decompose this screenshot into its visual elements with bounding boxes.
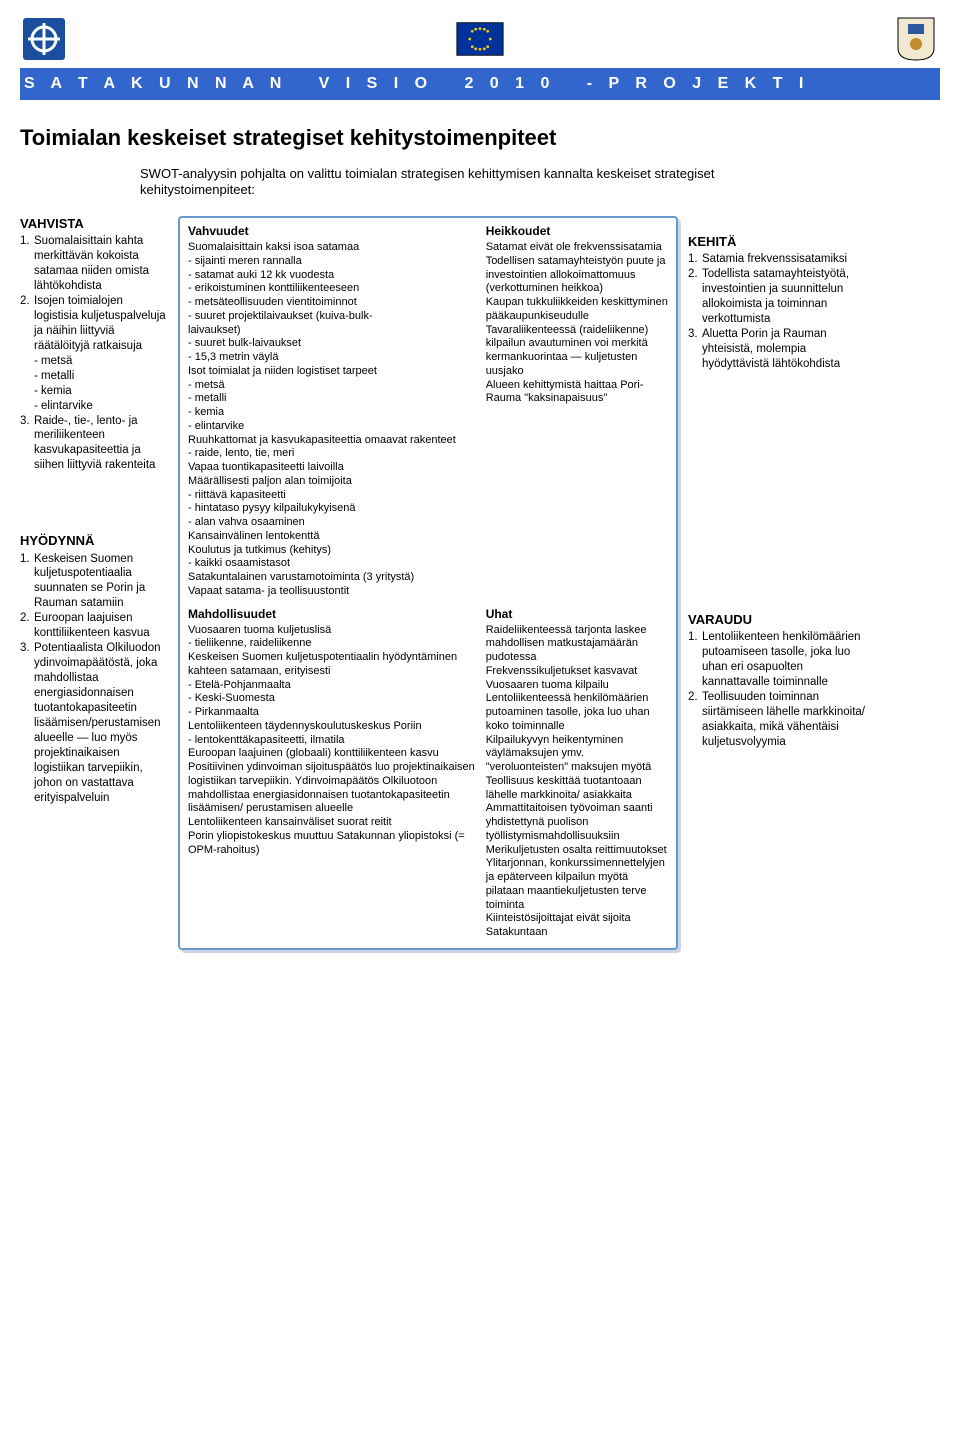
vahvista-item-2: Isojen toimialojen logistisia kuljetuspa… (34, 294, 168, 414)
varaudu-item-1: Lentoliikenteen henkilömäärien putoamise… (702, 630, 868, 690)
kehita-item-2: Todellista satamayhteistyötä, investoint… (702, 267, 868, 327)
vahvista-item-1: Suomalaisittain kahta merkittävän kokois… (34, 234, 168, 294)
swot-uhat: Uhat Raideliikenteessä tarjonta laskee m… (486, 607, 668, 940)
logo-right (892, 15, 940, 63)
vahvista-head: VAHVISTA (20, 216, 168, 232)
logo-left (20, 15, 68, 63)
hyodynna-item-2: Euroopan laajuisen konttiliikenteen kasv… (34, 611, 168, 641)
hyodynna-item-1: Keskeisen Suomen kuljetuspotentiaalia su… (34, 552, 168, 612)
vahvista-item-3: Raide-, tie-, lento- ja meriliikenteen k… (34, 414, 168, 474)
kehita-item-3: Aluetta Porin ja Rauman yhteisistä, mole… (702, 327, 868, 372)
varaudu-item-2: Teollisuuden toiminnan siirtämiseen lähe… (702, 690, 868, 750)
intro-text: SWOT-analyysin pohjalta on valittu toimi… (140, 166, 760, 199)
kehita-head: KEHITÄ (688, 234, 868, 250)
swot-heikkoudet: Heikkoudet Satamat eivät ole frekvenssis… (486, 224, 668, 599)
banner-text: S A T A K U N N A N V I S I O 2 0 1 0 - … (24, 74, 936, 94)
header-logos (20, 14, 940, 64)
swot-vahvuudet: Vahvuudet Suomalaisittain kaksi isoa sat… (188, 224, 480, 599)
kehita-block: KEHITÄ 1.Satamia frekvenssisatamiksi 2.T… (688, 234, 868, 372)
hyodynna-block: HYÖDYNNÄ 1.Keskeisen Suomen kuljetuspote… (20, 533, 168, 805)
swot-mahdollisuudet: Mahdollisuudet Vuosaaren tuoma kuljetusl… (188, 607, 480, 940)
swot-box: Vahvuudet Suomalaisittain kaksi isoa sat… (178, 216, 678, 950)
hyodynna-head: HYÖDYNNÄ (20, 533, 168, 549)
hyodynna-item-3: Potentiaalista Olkiluodon ydinvoimapäätö… (34, 641, 168, 805)
banner: S A T A K U N N A N V I S I O 2 0 1 0 - … (20, 68, 940, 100)
kehita-item-1: Satamia frekvenssisatamiksi (702, 252, 847, 267)
page-title: Toimialan keskeiset strategiset kehityst… (20, 124, 940, 152)
vahvista-block: VAHVISTA 1.Suomalaisittain kahta merkitt… (20, 216, 168, 473)
logo-eu (456, 15, 504, 63)
varaudu-block: VARAUDU 1.Lentoliikenteen henkilömäärien… (688, 612, 868, 750)
varaudu-head: VARAUDU (688, 612, 868, 628)
